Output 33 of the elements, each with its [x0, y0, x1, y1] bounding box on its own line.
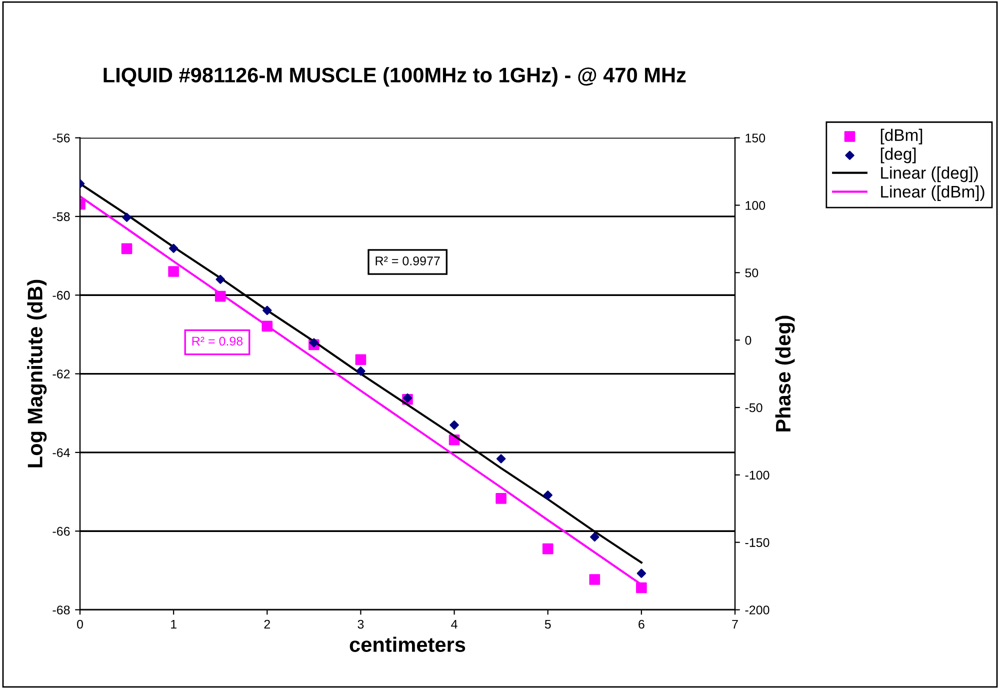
x-axis-title: centimeters [350, 636, 466, 652]
y-tick-label: -66 [52, 526, 70, 536]
chart-title: LIQUID #981126-M MUSCLE (100MHz to 1GHz) - @ 470 MHz [104, 67, 686, 87]
y2-tick-label: 150 [746, 134, 766, 142]
x-tick-label: 3 [358, 620, 364, 629]
y-tick-label: -62 [52, 370, 70, 378]
y-tick-label: -60 [52, 290, 70, 300]
annotation: R² = 0.9977 [376, 256, 440, 266]
legend-label: Linear ([deg]) [881, 166, 978, 182]
y2-tick-label: -50 [745, 403, 762, 412]
y2-tick-label: -100 [745, 470, 770, 480]
x-tick-label: 5 [544, 620, 551, 629]
y2-tick-label: 50 [745, 268, 758, 278]
x-tick-label: 4 [451, 620, 458, 629]
x-tick-label: 1 [171, 620, 176, 629]
y-tick-label: -64 [52, 448, 70, 458]
x-tick-label: 7 [732, 620, 738, 629]
y-axis-title: Log Magnitute (dB) [27, 280, 47, 468]
y2-tick-label: -200 [745, 606, 770, 614]
y2-tick-label: -150 [745, 538, 770, 547]
legend-label: [deg] [880, 148, 916, 164]
y-tick-label: -68 [52, 606, 70, 614]
x-tick-label: 0 [77, 620, 83, 629]
y-tick-label: -58 [52, 212, 70, 222]
y2-axis-title: Phase (deg) [775, 316, 795, 432]
y2-tick-label: 0 [745, 336, 752, 345]
annotation: R² = 0.98 [192, 336, 243, 346]
y-tick-label: -56 [52, 134, 70, 142]
legend-label: Linear ([dBm]) [881, 185, 984, 201]
x-tick-label: 6 [638, 620, 644, 629]
x-tick-label: 2 [264, 620, 270, 629]
y2-tick-label: 100 [746, 201, 766, 210]
legend-label: [dBm] [880, 128, 922, 144]
